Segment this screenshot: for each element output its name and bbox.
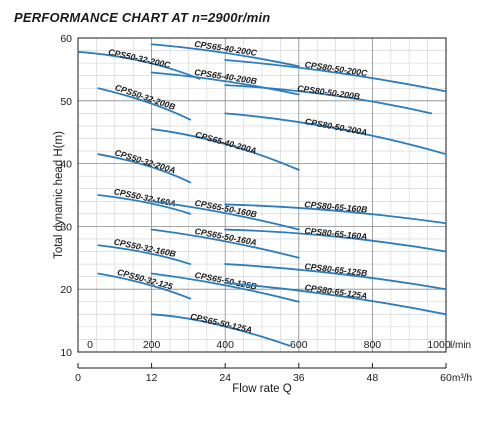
curve-line xyxy=(224,228,447,253)
curve-line xyxy=(150,313,291,347)
chart-title: PERFORMANCE CHART AT n=2900r/min xyxy=(14,10,271,25)
curve-line xyxy=(150,228,300,259)
curve-label: CPS50-32-200B xyxy=(114,82,177,112)
curve-line xyxy=(150,128,300,171)
y-tick-label: 30 xyxy=(60,221,72,233)
curve-line xyxy=(224,84,433,115)
x-axis-title: Flow rate Q xyxy=(232,383,291,395)
curve-label: CPS80-50-200B xyxy=(297,83,361,101)
x-top-tick-label: 200 xyxy=(143,339,161,351)
x-bottom-tick-label: 12 xyxy=(146,372,158,384)
curve-line xyxy=(97,244,192,265)
curve-label: CPS65-40-200C xyxy=(194,39,259,58)
x-bottom-tick-label: 0 xyxy=(75,372,81,384)
y-tick-label: 10 xyxy=(60,347,72,359)
curve-line xyxy=(97,153,192,184)
curve-line xyxy=(77,50,201,80)
curve-label: CPS80-50-200A xyxy=(304,116,368,137)
curve-label: CPS50-32-200A xyxy=(114,147,177,175)
curve-label: CPS50-32-200C xyxy=(108,47,173,71)
curve-line xyxy=(224,112,447,156)
y-tick-label: 60 xyxy=(60,33,72,45)
y-tick-label: 40 xyxy=(60,159,72,171)
x-top-tick-label: 1000 xyxy=(427,339,451,351)
curve-line xyxy=(224,59,447,93)
x-bottom-unit: m³/h xyxy=(452,373,472,384)
curve-line xyxy=(150,272,300,303)
y-tick-label: 50 xyxy=(60,96,72,108)
curve-label: CPS65-50-160B xyxy=(194,198,258,220)
curve-label: CPS50-32-160B xyxy=(113,236,177,258)
curve-line xyxy=(97,194,192,215)
curve-label: CPS65-50-125B xyxy=(194,270,258,292)
curve-line xyxy=(224,263,447,291)
y-tick-label: 20 xyxy=(60,284,72,296)
x-bottom-tick-label: 36 xyxy=(293,372,305,384)
curve-label: CPS80-65-125B xyxy=(304,261,368,278)
x-top-tick-label: 400 xyxy=(216,339,234,351)
x-top-unit: l/min xyxy=(450,340,471,351)
x-bottom-tick-label: 60 xyxy=(440,372,452,384)
curve-label: CPS80-50-200C xyxy=(304,59,369,78)
curve-line xyxy=(97,87,192,121)
curve-line xyxy=(224,203,447,225)
curve-line xyxy=(224,282,447,316)
plot-frame xyxy=(77,37,447,353)
curve-line xyxy=(150,71,300,96)
curve-line xyxy=(150,200,300,231)
curve-label: CPS65-40-200B xyxy=(194,67,258,86)
x-bottom-tick-label: 24 xyxy=(219,372,231,384)
x-top-tick-label: 0 xyxy=(87,339,93,351)
curve-label: CPS50-32-160A xyxy=(113,186,177,208)
x-top-tick-label: 600 xyxy=(290,339,308,351)
x-bottom-tick-label: 48 xyxy=(367,372,379,384)
curve-label: CPS65-40-200A xyxy=(194,129,257,155)
curve-line xyxy=(150,43,300,68)
x-top-tick-label: 800 xyxy=(364,339,382,351)
curve-line xyxy=(97,272,192,300)
curve-label: CPS80-65-125A xyxy=(304,282,368,301)
y-axis-title: Total dynamic head H(m) xyxy=(53,131,65,259)
